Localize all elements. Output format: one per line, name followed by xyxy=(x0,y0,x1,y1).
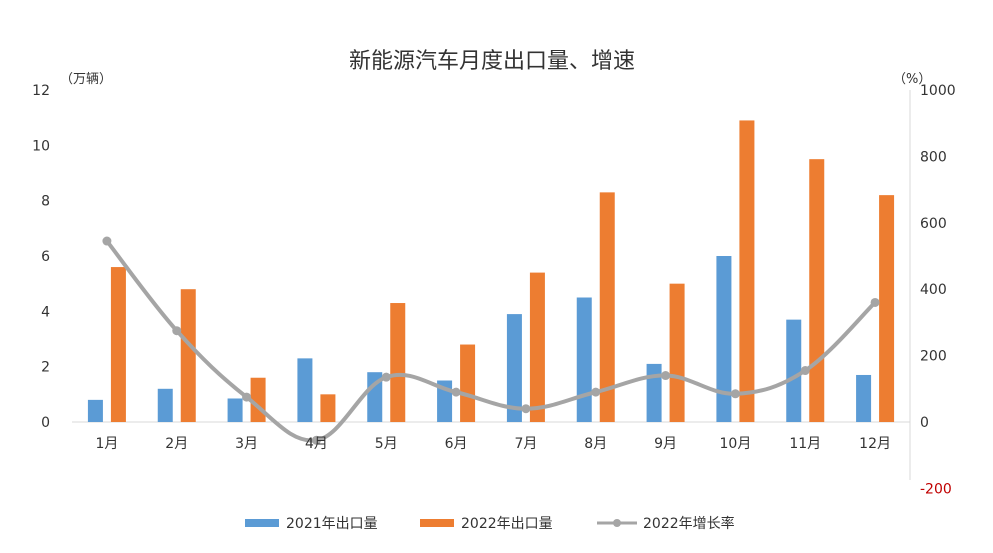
bar-2022年出口量-6月 xyxy=(460,344,476,422)
right-tick-label: 600 xyxy=(920,216,947,232)
point-growth-4月 xyxy=(311,435,321,445)
legend: 2021年出口量 2022年出口量 2022年增长率 xyxy=(245,515,735,532)
left-tick-label: 0 xyxy=(41,415,50,431)
legend-label-2022: 2022年出口量 xyxy=(461,516,553,532)
point-growth-7月 xyxy=(521,404,531,414)
bar-2021年出口量-12月 xyxy=(856,374,872,422)
chart-title: 新能源汽车月度出口量、增速 xyxy=(349,49,635,74)
legend-item-growth: 2022年增长率 xyxy=(597,515,735,532)
category-label: 11月 xyxy=(789,436,821,452)
legend-swatch-2021 xyxy=(245,519,279,527)
point-growth-8月 xyxy=(591,387,601,397)
line-series-group xyxy=(102,236,880,445)
line-growth-rate xyxy=(105,239,877,443)
left-axis-unit: （万辆） xyxy=(60,72,112,87)
right-tick-label: 0 xyxy=(920,415,929,431)
bar-2022年出口量-8月 xyxy=(599,192,615,422)
bar-2021年出口量-4月 xyxy=(297,358,313,422)
point-growth-10月 xyxy=(730,389,740,399)
left-tick-label: 12 xyxy=(32,83,50,99)
left-axis: 0 2 4 6 8 10 12 xyxy=(32,83,50,431)
bar-2022年出口量-12月 xyxy=(879,195,895,422)
left-tick-label: 8 xyxy=(41,194,50,210)
category-label: 8月 xyxy=(584,436,607,452)
bar-2021年出口量-10月 xyxy=(716,256,732,422)
bar-2021年出口量-8月 xyxy=(576,297,592,422)
right-tick-label: 200 xyxy=(920,349,947,365)
bar-2021年出口量-11月 xyxy=(786,319,802,422)
left-tick-label: 4 xyxy=(41,304,50,320)
right-tick-label: 800 xyxy=(920,149,947,165)
category-label: 6月 xyxy=(445,436,468,452)
category-labels: 1月 2月 3月 4月 5月 6月 7月 8月 9月 10月 11月 12月 xyxy=(95,436,891,452)
left-tick-label: 6 xyxy=(41,249,50,265)
bar-2021年出口量-7月 xyxy=(506,314,522,422)
bar-series-group xyxy=(87,120,895,422)
point-growth-6月 xyxy=(451,387,461,397)
left-tick-label: 10 xyxy=(32,138,50,154)
bar-2022年出口量-7月 xyxy=(529,272,545,422)
category-label: 5月 xyxy=(375,436,398,452)
bar-2022年出口量-11月 xyxy=(809,159,825,422)
category-label: 1月 xyxy=(95,436,118,452)
bar-2021年出口量-2月 xyxy=(157,388,173,422)
legend-label-growth: 2022年增长率 xyxy=(643,515,735,532)
legend-swatch-2022 xyxy=(420,519,454,527)
category-label: 9月 xyxy=(654,436,677,452)
bar-2022年出口量-2月 xyxy=(180,289,196,422)
bar-2021年出口量-1月 xyxy=(87,399,103,422)
bar-2022年出口量-10月 xyxy=(739,120,755,422)
bar-2021年出口量-9月 xyxy=(646,363,662,422)
category-label: 3月 xyxy=(235,436,258,452)
category-label: 2月 xyxy=(165,436,188,452)
right-tick-label: 1000 xyxy=(920,83,956,99)
legend-item-2021: 2021年出口量 xyxy=(245,516,378,532)
point-growth-9月 xyxy=(661,371,671,381)
left-tick-label: 2 xyxy=(41,360,50,376)
bar-2022年出口量-5月 xyxy=(390,303,406,422)
legend-item-2022: 2022年出口量 xyxy=(420,516,553,532)
bar-2021年出口量-5月 xyxy=(367,372,383,422)
legend-marker-growth xyxy=(613,519,621,527)
right-tick-label: -200 xyxy=(920,481,952,497)
point-growth-2月 xyxy=(172,326,182,336)
category-label: 4月 xyxy=(305,436,328,452)
bar-2022年出口量-9月 xyxy=(669,283,685,422)
point-growth-1月 xyxy=(102,236,112,246)
bar-2022年出口量-1月 xyxy=(110,267,126,422)
right-axis: -200 0 200 400 600 800 1000 xyxy=(920,83,956,497)
right-axis-unit: （%） xyxy=(893,72,931,87)
right-tick-label: 400 xyxy=(920,282,947,298)
point-growth-5月 xyxy=(381,372,391,382)
category-label: 10月 xyxy=(720,436,752,452)
point-growth-3月 xyxy=(242,392,252,402)
point-growth-11月 xyxy=(800,366,810,376)
bar-2021年出口量-3月 xyxy=(227,398,243,422)
bar-2022年出口量-4月 xyxy=(320,394,336,422)
category-label: 12月 xyxy=(859,436,891,452)
legend-label-2021: 2021年出口量 xyxy=(286,516,378,532)
category-label: 7月 xyxy=(514,436,537,452)
point-growth-12月 xyxy=(870,297,880,307)
